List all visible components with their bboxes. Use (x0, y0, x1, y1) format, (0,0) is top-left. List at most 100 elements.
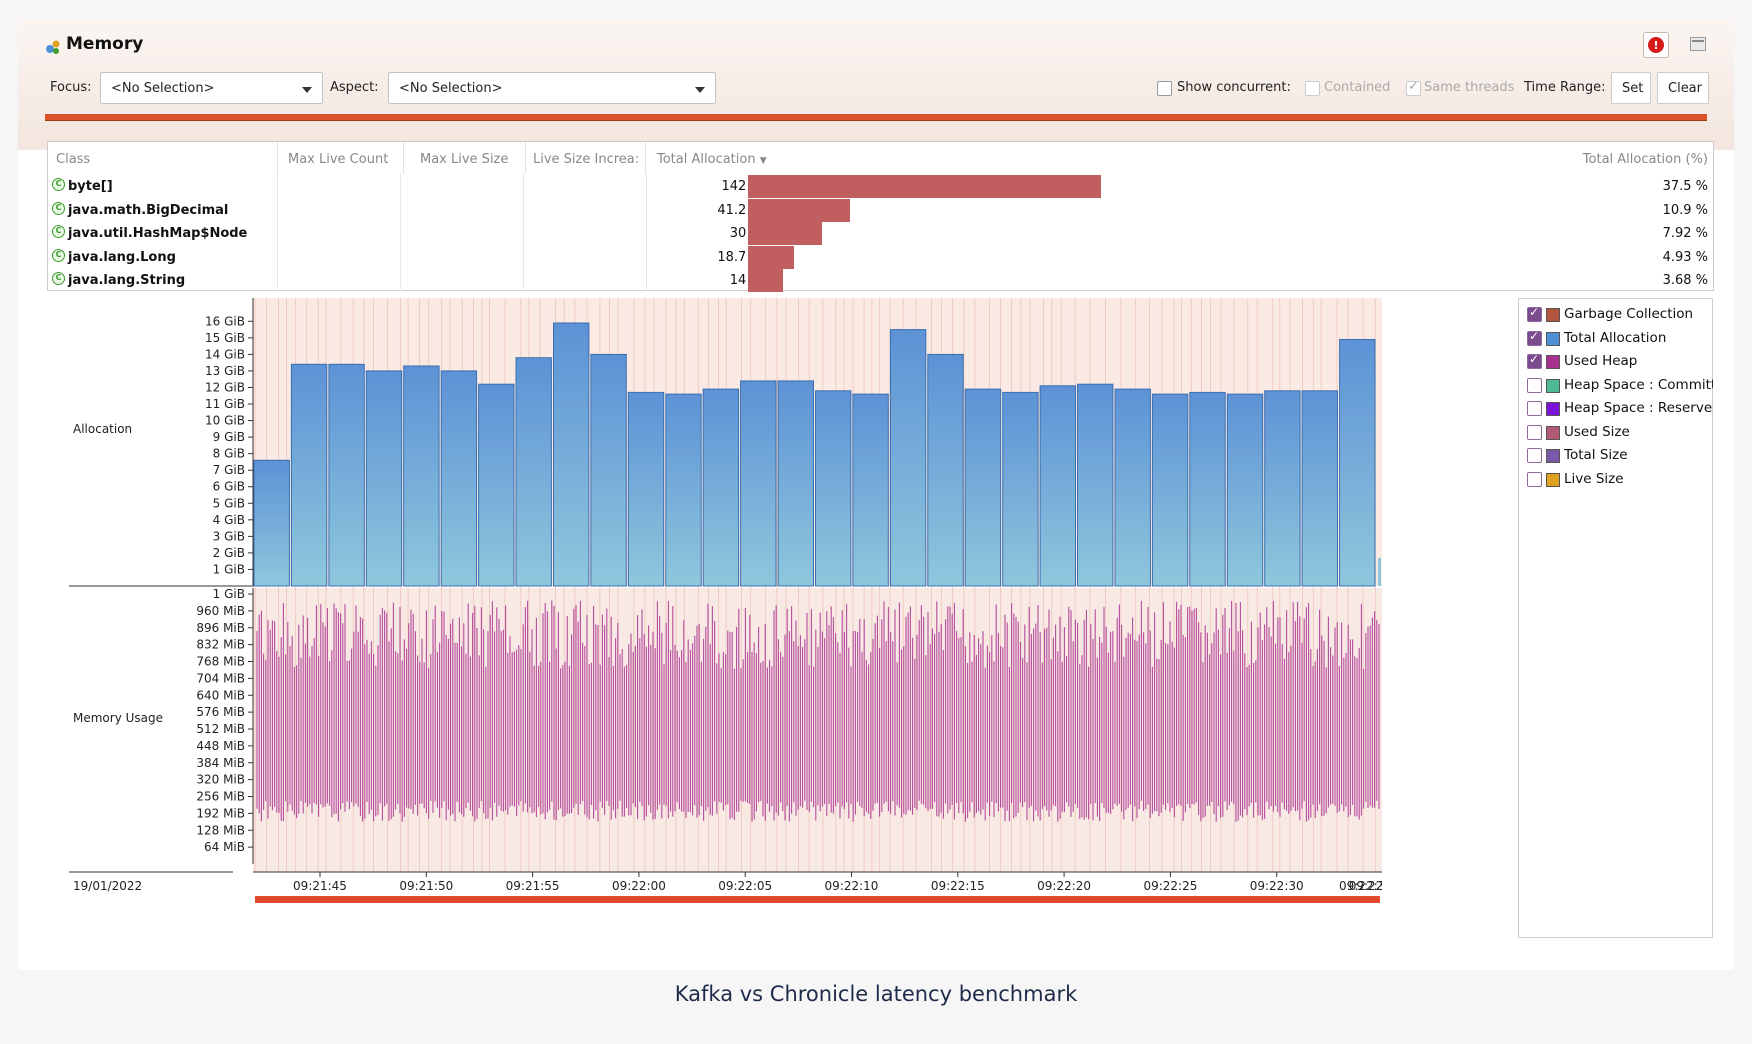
legend-checkbox[interactable] (1527, 305, 1542, 322)
allocation-table: Class Max Live Count Max Live Size Live … (47, 141, 1714, 292)
x-tick-label: 09:22:10 (825, 879, 879, 893)
alert-icon: ! (1648, 37, 1664, 53)
memory-chart-svg[interactable]: 1 GiB 2 GiB 3 GiB 4 GiB 5 GiB 6 GiB 7 GiB 8 GiB… (53, 298, 1490, 938)
legend-checkbox[interactable] (1527, 352, 1542, 369)
legend-checkbox[interactable] (1527, 329, 1542, 346)
allocation-bar (440, 370, 478, 587)
y-tick-label: 2 GiB (213, 546, 245, 560)
y-tick-label: 128 MiB (196, 823, 245, 837)
set-button[interactable]: Set (1611, 72, 1651, 104)
legend-item[interactable]: Used Heap (1527, 352, 1713, 372)
legend-checkbox[interactable] (1527, 377, 1542, 393)
legend-label: Total Size (1564, 447, 1628, 463)
y-tick-label: 896 MiB (196, 621, 245, 635)
aspect-select[interactable]: <No Selection> (388, 72, 716, 104)
class-icon: C (52, 248, 65, 262)
allocation-bar (365, 370, 403, 587)
legend-swatch (1546, 331, 1560, 346)
focus-label: Focus: (50, 80, 92, 95)
y-tick-label: 64 MiB (204, 840, 245, 854)
col-header-total-allocation[interactable]: Total Allocation ▼ (657, 142, 777, 174)
col-header-max-live-size[interactable]: Max Live Size (420, 142, 526, 174)
y-tick-label: 16 GiB (205, 314, 245, 328)
legend-swatch (1546, 449, 1560, 463)
same-threads-checkbox[interactable] (1406, 79, 1421, 96)
total-allocation-pct: 4.93 % (1662, 249, 1708, 265)
clear-button[interactable]: Clear (1657, 72, 1709, 104)
allocation-bar (927, 353, 964, 587)
allocation-bar (1339, 339, 1376, 587)
total-allocation-bar (748, 198, 850, 222)
legend-checkbox[interactable] (1527, 448, 1542, 463)
allocation-bar (665, 393, 702, 587)
legend-item[interactable]: Used Size (1527, 423, 1713, 443)
col-header-total-allocation-pct[interactable]: Total Allocation (%) (1582, 152, 1708, 167)
col-header-max-live-count[interactable]: Max Live Count (288, 142, 404, 174)
allocation-bar (1114, 388, 1151, 587)
y-tick-label: 14 GiB (205, 347, 245, 361)
allocation-bar (403, 365, 440, 587)
y-tick-label: 576 MiB (196, 705, 245, 719)
time-range-bar[interactable] (45, 114, 1707, 121)
allocation-bar (815, 390, 852, 587)
y-tick-label: 5 GiB (213, 496, 245, 510)
legend-swatch (1546, 308, 1560, 322)
total-allocation-pct: 10.9 % (1662, 202, 1708, 218)
col-header-live-size-increase[interactable]: Live Size Increa: (533, 142, 646, 174)
class-name: java.util.HashMap$Node (68, 226, 248, 241)
alert-button[interactable]: ! (1643, 32, 1669, 58)
y-tick-label: 192 MiB (196, 806, 245, 820)
figure-caption: Kafka vs Chronicle latency benchmark (674, 982, 1078, 1006)
allocation-bar (852, 393, 889, 587)
class-icon: C (52, 272, 65, 285)
legend-checkbox[interactable] (1527, 471, 1542, 487)
x-tick-label: 09:22 (1349, 879, 1382, 893)
x-tick-label: 09:21:45 (293, 879, 347, 893)
total-allocation-bar (748, 245, 794, 269)
chevron-down-icon (302, 87, 312, 93)
legend-checkbox[interactable] (1527, 401, 1542, 416)
y-tick-label: 832 MiB (196, 638, 245, 652)
allocation-bar (1039, 385, 1076, 587)
allocation-bar (328, 363, 365, 587)
memory-panel: Memory ! Focus: <No Selection> Aspect: <… (18, 20, 1734, 970)
allocation-bar (777, 380, 814, 587)
total-allocation-bar (748, 269, 783, 292)
allocation-bar (1226, 393, 1264, 587)
y-tick-label: 1 GiB (213, 587, 245, 601)
legend-item[interactable]: Heap Space : Reserved (1527, 399, 1713, 419)
y-tick-label: 13 GiB (205, 364, 245, 378)
legend-item[interactable]: Total Size (1527, 446, 1713, 466)
col-header-class[interactable]: Class (56, 142, 278, 174)
x-tick-label: 09:21:55 (506, 879, 560, 893)
contained-checkbox[interactable] (1305, 81, 1320, 96)
allocation-bar (1189, 391, 1226, 587)
allocation-bar (478, 383, 515, 587)
legend-item[interactable]: Live Size (1527, 470, 1713, 490)
allocation-bar (1264, 390, 1301, 587)
legend-swatch (1546, 355, 1560, 369)
show-concurrent-checkbox[interactable] (1157, 81, 1172, 96)
y-tick-label: 10 GiB (205, 414, 245, 428)
focus-select[interactable]: <No Selection> (100, 72, 323, 104)
legend-swatch (1546, 472, 1560, 487)
y-tick-label: 12 GiB (205, 380, 245, 394)
class-name: java.lang.String (68, 273, 186, 288)
legend-item[interactable]: Garbage Collection (1527, 305, 1713, 325)
class-icon: C (52, 201, 65, 215)
total-allocation-bar (748, 222, 822, 245)
legend-label: Used Size (1564, 423, 1630, 440)
allocation-bar (702, 388, 740, 587)
y-tick-label: 8 GiB (213, 447, 245, 461)
minimize-icon[interactable] (1690, 37, 1706, 51)
legend-item[interactable]: Total Allocation (1527, 329, 1713, 349)
legend-item[interactable]: Heap Space : Committed (1527, 376, 1713, 396)
legend-checkbox[interactable] (1527, 424, 1542, 440)
y-tick-label: 640 MiB (196, 688, 245, 702)
page-title: Memory (66, 34, 144, 54)
